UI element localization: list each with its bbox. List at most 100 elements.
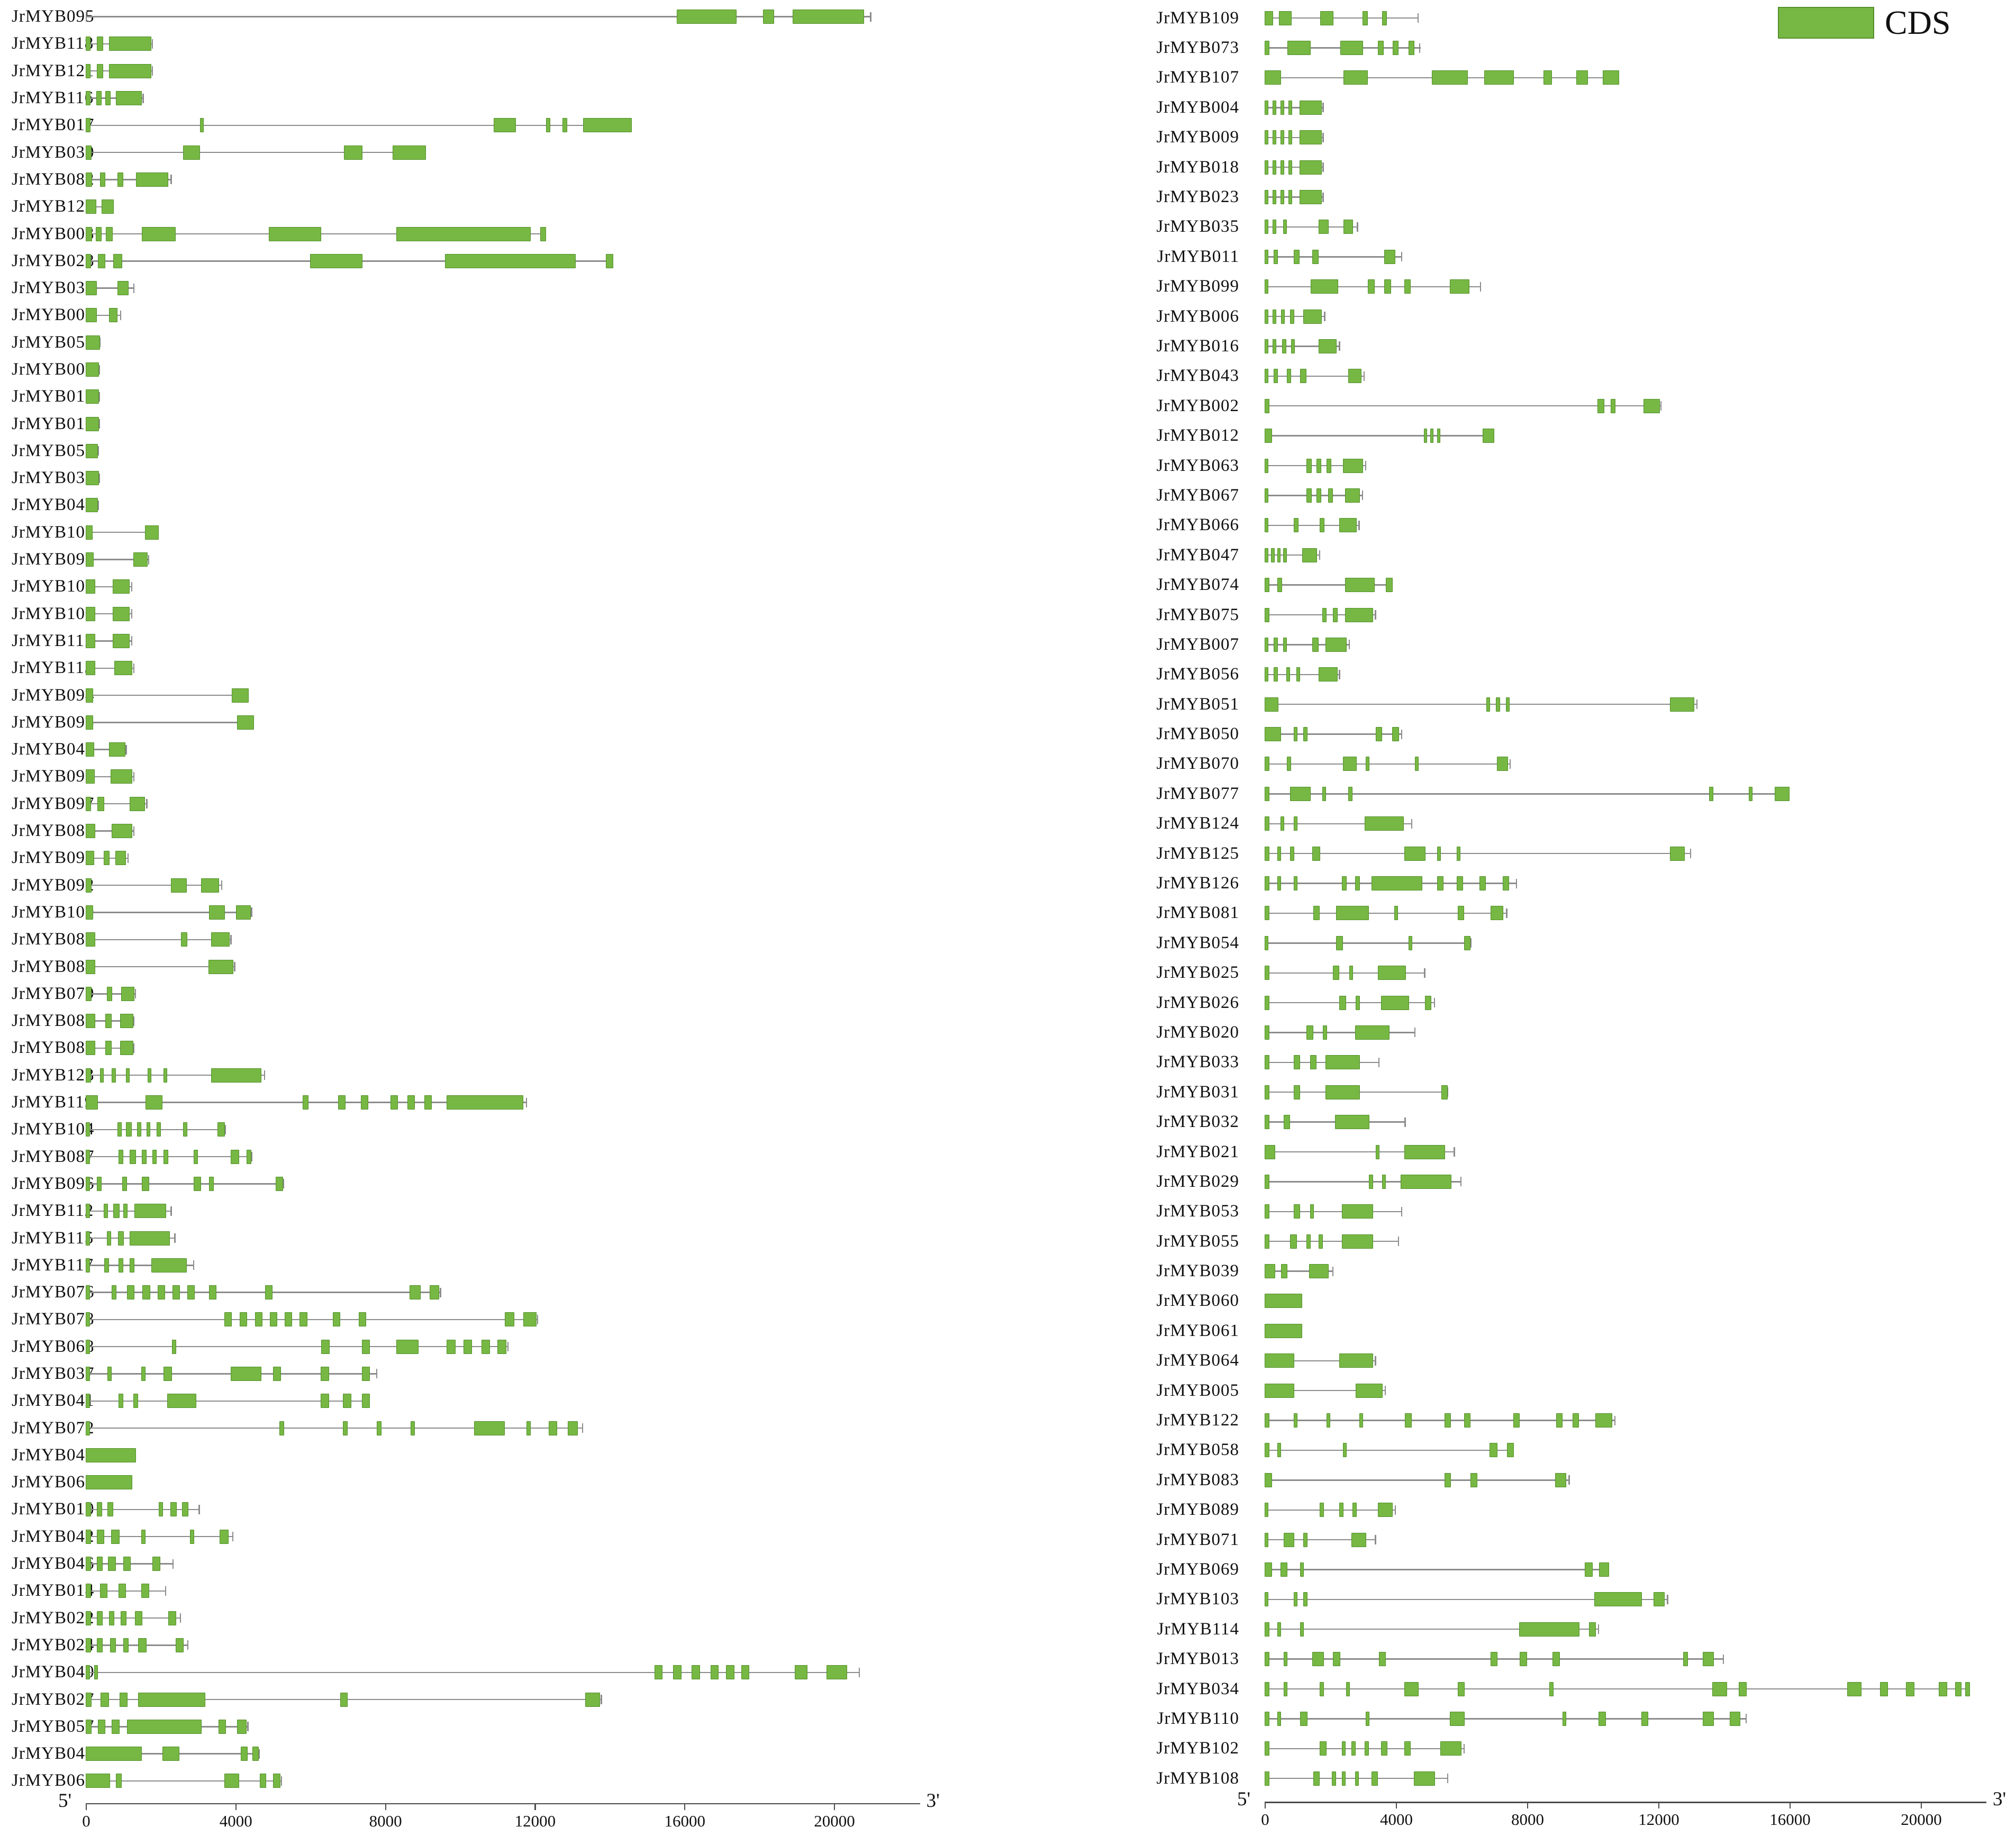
gene-intron-line <box>1265 1360 1376 1361</box>
cds-exon-box <box>97 1719 105 1734</box>
cds-exon-box <box>360 1095 368 1110</box>
gene-track <box>86 1659 863 1686</box>
axis-tick <box>1658 1802 1660 1809</box>
gene-intron-line <box>1265 1598 1668 1601</box>
gene-name-label: JrMYB025 <box>1156 963 1239 983</box>
gene-row: JrMYB099 <box>1114 272 2016 302</box>
cds-exon-box <box>526 1421 531 1435</box>
cds-exon-box <box>1280 160 1285 175</box>
gene-track <box>1265 958 1429 988</box>
cds-exon-box <box>136 172 168 187</box>
gene-row: JrMYB058 <box>1114 1435 2016 1465</box>
gene-end-cap <box>193 1260 195 1270</box>
cds-exon-box <box>1341 876 1347 891</box>
gene-intron-line <box>86 559 150 560</box>
cds-exon-box <box>1316 488 1322 503</box>
gene-track <box>86 465 103 492</box>
cds-exon-box <box>1341 1204 1373 1219</box>
cds-exon-box <box>1265 786 1270 801</box>
cds-exon-box <box>1702 1711 1714 1726</box>
cds-exon-box <box>1299 100 1322 115</box>
gene-row: JrMYB010 <box>12 1496 962 1523</box>
gene-intron-line <box>86 1183 284 1185</box>
gene-end-cap <box>1614 1415 1616 1425</box>
gene-name-label: JrMYB030 <box>12 142 95 162</box>
gene-name-label: JrMYB002 <box>1156 396 1239 415</box>
gene-end-cap <box>1401 252 1403 262</box>
gene-intron-line <box>86 1780 283 1782</box>
cds-exon-box <box>105 91 111 106</box>
cds-exon-box <box>86 1584 91 1598</box>
gene-intron-line <box>1265 1181 1461 1183</box>
cds-exon-box <box>86 1068 91 1083</box>
cds-exon-box <box>1293 1055 1300 1070</box>
cds-exon-box <box>1265 458 1269 473</box>
gene-end-cap <box>1322 162 1324 172</box>
cds-exon-box <box>86 579 96 594</box>
gene-name-label: JrMYB061 <box>1156 1321 1239 1340</box>
gene-intron-line <box>1265 346 1340 347</box>
cds-exon-box <box>209 1285 217 1300</box>
cds-exon-box <box>86 932 95 947</box>
gene-name-label: JrMYB059 <box>12 441 95 460</box>
cds-exon-box <box>119 1258 123 1273</box>
gene-track <box>1265 839 1694 868</box>
gene-track <box>1265 719 1405 749</box>
cds-exon-box <box>217 1122 225 1137</box>
cds-exon-box <box>1414 1771 1436 1786</box>
cds-exon-box <box>1283 1115 1291 1130</box>
gene-name-label: JrMYB124 <box>1156 814 1239 833</box>
cds-exon-box <box>1470 1473 1477 1487</box>
gene-row: JrMYB008 <box>12 356 962 383</box>
gene-name-label: JrMYB007 <box>1156 634 1239 654</box>
gene-row: JrMYB034 <box>1114 1674 2016 1704</box>
gene-intron-line <box>86 97 144 99</box>
cds-exon-box <box>1342 1443 1347 1458</box>
gene-row: JrMYB006 <box>1114 302 2016 331</box>
cds-exon-box <box>108 37 151 51</box>
gene-end-cap <box>1690 849 1691 859</box>
gene-name-label: JrMYB036 <box>12 278 95 298</box>
gene-track <box>1265 1614 1602 1644</box>
gene-row: JrMYB022 <box>12 1605 962 1632</box>
cds-exon-box <box>1265 1562 1272 1577</box>
cds-exon-box <box>1265 966 1270 980</box>
gene-row: JrMYB104 <box>12 1116 962 1143</box>
gene-intron-line <box>86 1644 189 1646</box>
cds-exon-box <box>172 1285 180 1300</box>
cds-exon-box <box>1283 1682 1288 1696</box>
gene-track <box>86 1089 530 1116</box>
gene-intron-line <box>1265 1061 1379 1064</box>
cds-exon-box <box>1265 1473 1272 1487</box>
gene-end-cap <box>131 636 133 646</box>
cds-exon-box <box>110 769 132 784</box>
gene-end-cap <box>870 12 871 22</box>
cds-exon-box <box>1457 1682 1465 1696</box>
cds-exon-box <box>1328 488 1333 503</box>
three-prime-label: 3' <box>926 1789 940 1812</box>
gene-end-cap <box>151 39 153 49</box>
cds-exon-box <box>1299 190 1322 205</box>
gene-end-cap <box>221 880 223 890</box>
gene-row: JrMYB061 <box>1114 1316 2016 1346</box>
gene-row: JrMYB072 <box>12 1414 962 1441</box>
cds-exon-box <box>1270 548 1275 562</box>
gene-end-cap <box>1339 669 1340 679</box>
cds-exon-box <box>211 1068 262 1083</box>
axis-spacer <box>12 1796 86 1841</box>
cds-exon-box <box>1320 1503 1324 1517</box>
cds-exon-box <box>285 1312 293 1327</box>
cds-exon-box <box>1348 369 1361 384</box>
cds-exon-box <box>1265 1294 1303 1308</box>
cds-exon-box <box>113 1204 120 1219</box>
cds-exon-box <box>1382 1174 1386 1189</box>
cds-exon-box <box>1599 1711 1606 1726</box>
cds-exon-box <box>1377 1503 1393 1517</box>
gene-track <box>86 193 117 220</box>
cds-exon-box <box>1486 697 1490 712</box>
cds-exon-box <box>209 1176 214 1191</box>
gene-track <box>86 1252 197 1279</box>
cds-exon-box <box>103 851 110 866</box>
cds-exon-box <box>1341 1771 1346 1786</box>
cds-exon-box <box>1293 727 1297 742</box>
